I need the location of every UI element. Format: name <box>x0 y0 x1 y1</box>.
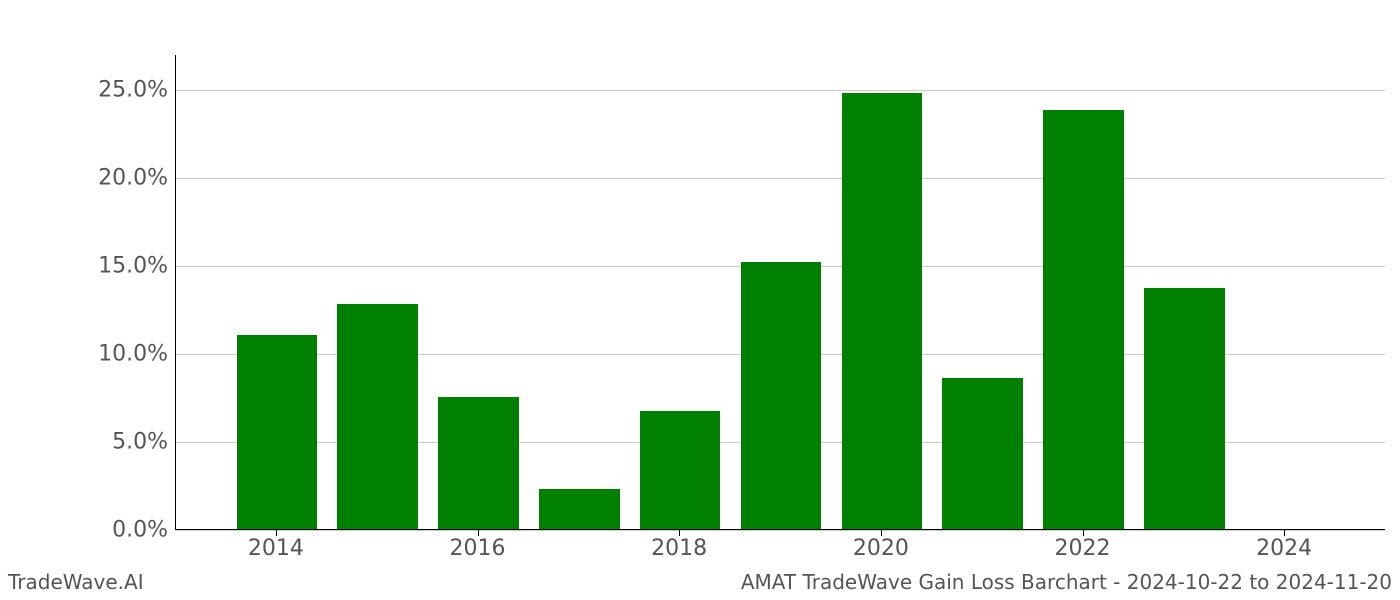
bar <box>741 262 822 529</box>
gridline-y <box>176 178 1385 179</box>
bar <box>539 489 620 529</box>
xtick-label: 2014 <box>248 536 304 561</box>
plot-area <box>175 55 1385 530</box>
gridline-y <box>176 90 1385 91</box>
ytick-label: 0.0% <box>112 518 168 543</box>
bar <box>1144 288 1225 529</box>
xtick-label: 2020 <box>853 536 909 561</box>
xtick-label: 2024 <box>1256 536 1312 561</box>
bar <box>640 411 721 529</box>
gridline-y <box>176 530 1385 531</box>
bar <box>438 397 519 529</box>
bar <box>337 304 418 529</box>
ytick-label: 20.0% <box>98 166 168 191</box>
ytick-label: 10.0% <box>98 342 168 367</box>
ytick-label: 5.0% <box>112 430 168 455</box>
bar <box>942 378 1023 529</box>
footer-right-text: AMAT TradeWave Gain Loss Barchart - 2024… <box>741 570 1392 594</box>
bar <box>842 93 923 529</box>
bar <box>237 335 318 529</box>
xtick-label: 2018 <box>651 536 707 561</box>
footer-left-text: TradeWave.AI <box>8 570 144 594</box>
figure: TradeWave.AI AMAT TradeWave Gain Loss Ba… <box>0 0 1400 600</box>
xtick-label: 2022 <box>1055 536 1111 561</box>
bar <box>1043 110 1124 529</box>
ytick-label: 25.0% <box>98 78 168 103</box>
xtick-label: 2016 <box>450 536 506 561</box>
ytick-label: 15.0% <box>98 254 168 279</box>
